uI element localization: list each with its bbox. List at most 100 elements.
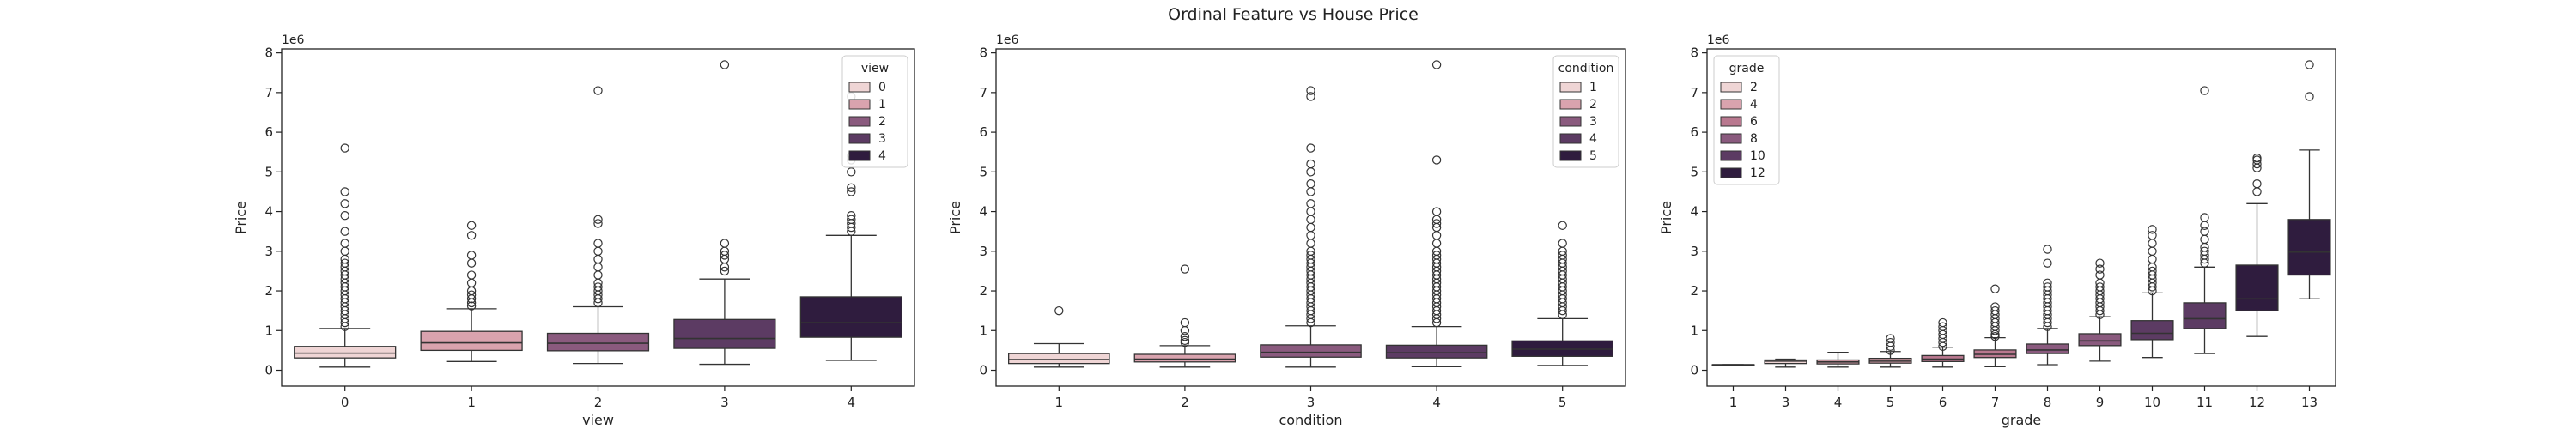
y-tick-label: 7 [979,85,987,100]
box [294,346,397,359]
box-group-6 [1921,317,1965,368]
outlier-point [1431,239,1442,248]
outlier-point [593,219,603,228]
legend-swatch [848,116,871,127]
legend-swatch [1559,99,1582,110]
outlier-point [466,270,477,280]
outlier-point [847,210,856,221]
outlier-point [2043,282,2052,292]
outlier-point [2095,264,2105,274]
y-tick-label: 2 [979,283,987,299]
y-tick-label: 6 [264,124,273,140]
legend-swatch [1720,99,1742,110]
outlier-point [2200,213,2209,222]
outlier-point [593,254,603,264]
y-tick-label: 2 [264,283,273,299]
legend-swatch [1559,116,1582,127]
outlier-point [466,258,477,268]
outlier-point [847,183,856,193]
box-group-8 [2026,245,2069,366]
y-tick-label: 3 [979,244,987,259]
legend-entry-label: 4 [1750,98,1758,112]
x-tick-label: 11 [2196,395,2213,410]
outlier-point [1558,251,1567,260]
x-tick-label: 3 [720,395,729,410]
box [546,332,650,352]
legend-swatch [1559,82,1582,93]
x-tick-label: 4 [1432,395,1441,410]
box-group-13 [2287,60,2331,299]
x-tick-label: 3 [1307,395,1315,410]
box-group-5 [1868,334,1912,368]
box-group-0 [294,143,397,368]
box [1260,344,1362,358]
outlier-point [2200,246,2209,256]
y-tick-label: 1 [1690,323,1698,338]
outlier-point [1306,207,1315,216]
outlier-point [1180,264,1190,274]
x-tick-label: 5 [1558,395,1567,410]
y-tick-label: 2 [1690,283,1698,299]
box [2026,343,2069,354]
outlier-point [1990,302,2000,311]
y-tick-label: 7 [264,85,273,100]
legend: grade 2 4 6 8 10 12 [1713,55,1780,185]
outlier-point [466,290,477,299]
legend-swatch [848,133,871,144]
box-group-10 [2130,225,2174,359]
legend-swatch [1559,150,1582,161]
outlier-point [2148,239,2157,248]
legend-entry-label: 4 [878,149,886,163]
x-tick-label: 8 [2044,395,2052,410]
outlier-point [1306,167,1315,177]
outlier-point [2095,270,2105,280]
outlier-point [2252,153,2262,163]
box [420,330,523,352]
box [799,296,902,338]
outlier-point [1431,60,1442,69]
legend-entry-label: 12 [1750,166,1765,180]
legend-entry-label: 3 [878,132,886,146]
legend-swatch [1720,150,1742,161]
outlier-point [1306,222,1315,233]
legend-title: view [861,62,889,76]
axes-frame [1706,48,2336,387]
outlier-point [2305,60,2314,69]
outlier-point [1306,199,1315,208]
x-axis-label: view [582,412,614,428]
legend-entry-label: 8 [1750,132,1758,146]
box-group-7 [1973,284,2017,367]
legend-title: condition [1558,62,1614,76]
outlier-point [1180,332,1190,341]
legend-swatch [1720,167,1742,178]
y-axis-label: Price [233,201,249,234]
box-group-3 [673,60,776,366]
box-group-1 [1711,364,1755,366]
outlier-point [593,239,603,248]
outlier-point [2148,246,2157,256]
outlier-point [847,187,856,196]
x-axis-label: condition [1279,412,1343,428]
x-tick-label: 5 [1886,395,1895,410]
legend-swatch [1720,133,1742,144]
x-tick-label: 9 [2096,395,2105,410]
outlier-point [1306,251,1315,260]
legend-swatch [848,150,871,161]
legend-entry-label: 10 [1750,149,1765,163]
box [1133,353,1236,363]
outlier-point [1431,251,1442,260]
outlier-point [340,258,349,268]
x-tick-label: 7 [1991,395,2000,410]
y-tick-label: 0 [1690,363,1698,378]
figure-title: Ordinal Feature vs House Price [1168,5,1419,24]
box [2183,302,2227,329]
outlier-point [2200,221,2209,230]
outlier-point [1431,231,1442,240]
outlier-point [720,251,730,260]
outlier-point [1431,207,1442,216]
outlier-point [1886,337,1895,347]
outlier-point [1306,143,1315,153]
outlier-point [2043,245,2052,254]
outlier-point [2252,178,2262,189]
